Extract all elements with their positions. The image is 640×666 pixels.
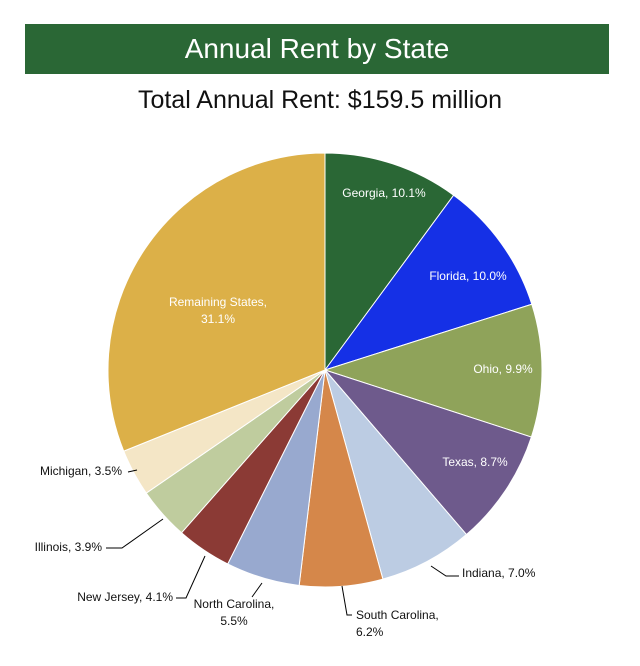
pie-slice-ohio xyxy=(323,303,543,438)
leader-line-south-carolina xyxy=(341,585,352,616)
pie-slice-texas xyxy=(323,368,533,536)
slice-label-illinois: Illinois, 3.9% xyxy=(35,540,103,554)
slice-label-south-carolina: 6.2% xyxy=(356,625,384,639)
slice-label-florida: Florida, 10.0% xyxy=(429,269,507,283)
slice-label-south-carolina: South Carolina, xyxy=(356,608,439,622)
slice-label-north-carolina: North Carolina, xyxy=(194,597,275,611)
pie-slice-georgia xyxy=(324,152,455,372)
slice-label-indiana: Indiana, 7.0% xyxy=(462,566,536,580)
title-banner: Annual Rent by State xyxy=(25,24,609,74)
slice-label-ohio: Ohio, 9.9% xyxy=(473,362,533,376)
slice-label-north-carolina: 5.5% xyxy=(220,614,248,628)
leader-line-illinois xyxy=(106,518,164,549)
leader-line-north-carolina xyxy=(251,582,263,598)
leader-line-michigan xyxy=(127,469,138,473)
slice-label-georgia: Georgia, 10.1% xyxy=(342,186,426,200)
pie-slice-florida xyxy=(323,194,533,371)
slice-label-new-jersey: New Jersey, 4.1% xyxy=(77,590,173,604)
chart-subtitle: Total Annual Rent: $159.5 million xyxy=(137,86,503,114)
slice-label-remaining-states: Remaining States, xyxy=(169,295,267,309)
slice-label-remaining-states: 31.1% xyxy=(201,312,235,326)
slice-label-michigan: Michigan, 3.5% xyxy=(40,464,122,478)
leader-line-indiana xyxy=(430,565,459,577)
slice-label-texas: Texas, 8.7% xyxy=(442,455,508,469)
pie-slice-remaining-states xyxy=(107,152,326,452)
leader-line-new-jersey xyxy=(176,555,206,599)
chart-title: Annual Rent by State xyxy=(184,33,450,64)
